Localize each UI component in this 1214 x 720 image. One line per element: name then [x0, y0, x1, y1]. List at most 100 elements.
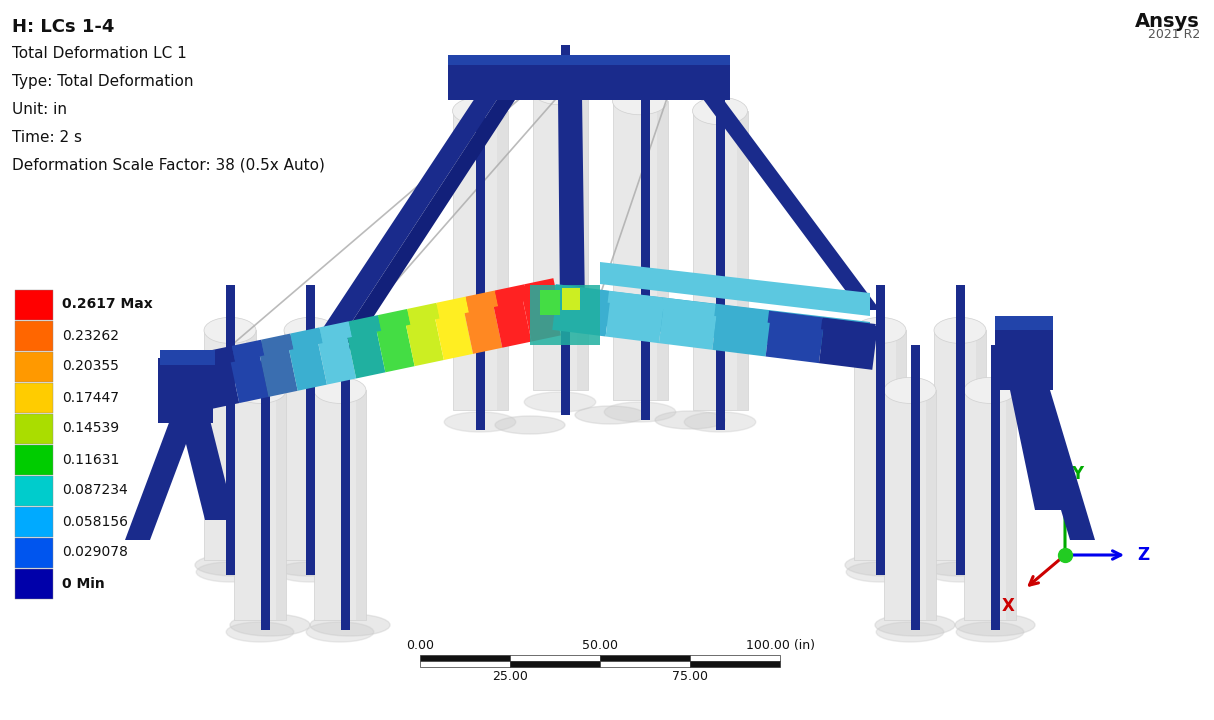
Bar — [976, 330, 986, 560]
Ellipse shape — [444, 412, 516, 432]
Bar — [641, 55, 649, 420]
Polygon shape — [607, 291, 663, 310]
Bar — [875, 285, 885, 575]
Polygon shape — [345, 318, 385, 379]
Bar — [476, 65, 484, 430]
Bar — [245, 330, 256, 560]
Polygon shape — [520, 281, 561, 341]
Text: 25.00: 25.00 — [492, 670, 528, 683]
Ellipse shape — [197, 562, 263, 582]
Polygon shape — [180, 420, 236, 520]
Ellipse shape — [284, 318, 336, 343]
Text: X: X — [1002, 597, 1015, 615]
Polygon shape — [714, 304, 770, 323]
Polygon shape — [314, 95, 500, 340]
Polygon shape — [374, 311, 415, 372]
Bar — [510, 655, 600, 661]
Polygon shape — [819, 320, 878, 370]
Bar — [955, 285, 964, 575]
Bar — [325, 330, 336, 560]
Polygon shape — [198, 348, 239, 409]
Polygon shape — [169, 354, 210, 415]
Ellipse shape — [229, 614, 310, 636]
Polygon shape — [558, 95, 585, 310]
Text: 0.087234: 0.087234 — [62, 484, 127, 498]
Polygon shape — [466, 290, 498, 312]
Bar — [925, 390, 936, 620]
Polygon shape — [125, 420, 195, 540]
Bar — [690, 661, 781, 667]
Polygon shape — [403, 305, 444, 366]
Polygon shape — [287, 330, 327, 391]
Ellipse shape — [270, 554, 350, 576]
Ellipse shape — [964, 377, 1016, 403]
Bar — [284, 330, 336, 560]
Bar — [15, 290, 53, 320]
Ellipse shape — [204, 318, 256, 343]
Bar — [234, 390, 287, 620]
Polygon shape — [203, 346, 236, 368]
Bar — [964, 390, 1016, 620]
Bar — [600, 661, 690, 667]
Bar — [158, 358, 212, 423]
Polygon shape — [448, 55, 730, 65]
Ellipse shape — [605, 402, 676, 422]
Polygon shape — [348, 315, 381, 337]
Bar — [314, 390, 365, 620]
Bar — [737, 111, 748, 410]
Ellipse shape — [277, 562, 344, 582]
Polygon shape — [552, 286, 611, 336]
Text: 0 Min: 0 Min — [62, 577, 104, 590]
Ellipse shape — [524, 392, 596, 412]
Ellipse shape — [875, 614, 955, 636]
Text: Ansys: Ansys — [1135, 12, 1199, 31]
Text: 50.00: 50.00 — [582, 639, 618, 652]
Text: Time: 2 s: Time: 2 s — [12, 130, 83, 145]
Polygon shape — [713, 306, 771, 356]
Polygon shape — [448, 60, 730, 100]
Text: 0.029078: 0.029078 — [62, 546, 127, 559]
Ellipse shape — [656, 411, 725, 429]
Bar — [510, 661, 600, 667]
Polygon shape — [436, 297, 469, 318]
Bar — [15, 445, 53, 475]
Polygon shape — [461, 293, 503, 354]
Polygon shape — [660, 297, 716, 316]
Polygon shape — [490, 287, 532, 348]
Text: 0.2617 Max: 0.2617 Max — [62, 297, 153, 312]
Polygon shape — [340, 95, 515, 345]
Bar — [853, 330, 906, 560]
Polygon shape — [600, 290, 870, 355]
Bar — [15, 352, 53, 382]
Polygon shape — [1010, 390, 1065, 510]
Polygon shape — [290, 328, 323, 349]
Ellipse shape — [613, 87, 668, 114]
Ellipse shape — [575, 406, 645, 424]
Ellipse shape — [926, 562, 994, 582]
Text: 0.20355: 0.20355 — [62, 359, 119, 374]
Polygon shape — [700, 95, 880, 310]
Text: Deformation Scale Factor: 38 (0.5x Auto): Deformation Scale Factor: 38 (0.5x Auto) — [12, 158, 325, 173]
Ellipse shape — [934, 318, 986, 343]
Polygon shape — [407, 303, 439, 325]
Bar — [600, 655, 690, 661]
Text: 0.17447: 0.17447 — [62, 390, 119, 405]
Bar — [306, 285, 314, 575]
Ellipse shape — [234, 377, 287, 403]
Bar — [910, 345, 919, 630]
Bar — [896, 330, 906, 560]
Bar — [420, 655, 510, 661]
Bar — [540, 290, 560, 315]
Bar — [204, 330, 256, 560]
Bar — [884, 390, 936, 620]
Text: Z: Z — [1138, 546, 1150, 564]
Ellipse shape — [310, 614, 390, 636]
Ellipse shape — [533, 77, 588, 104]
Text: 75.00: 75.00 — [673, 670, 708, 683]
Bar — [15, 414, 53, 444]
Bar — [497, 111, 507, 410]
Polygon shape — [378, 309, 410, 330]
Polygon shape — [174, 352, 206, 374]
Bar — [226, 285, 234, 575]
Text: Type: Total Deformation: Type: Total Deformation — [12, 74, 193, 89]
